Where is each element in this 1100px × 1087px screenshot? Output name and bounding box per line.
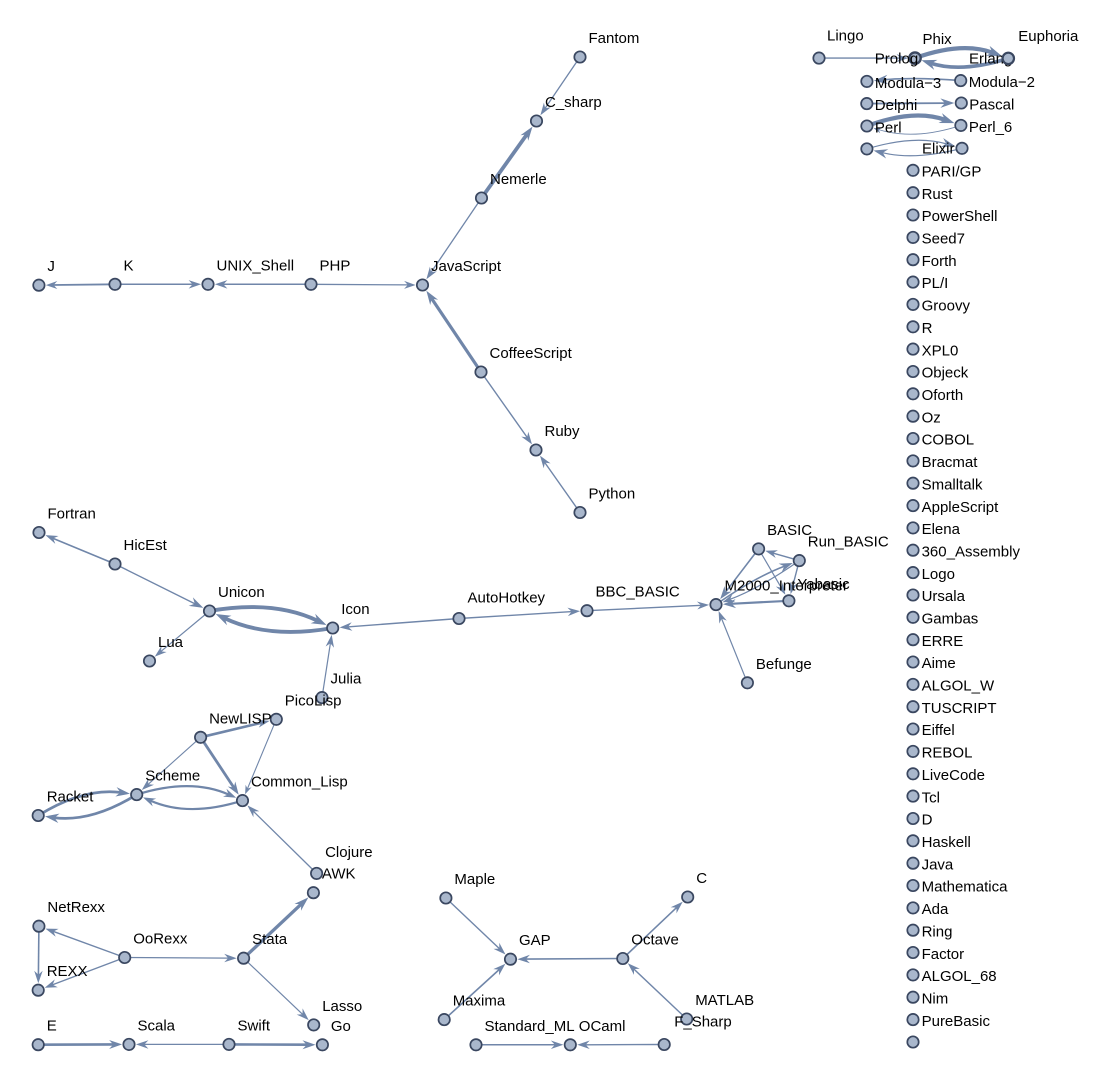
- svg-text:Gambas: Gambas: [922, 611, 979, 628]
- svg-text:ALGOL_68: ALGOL_68: [922, 968, 997, 985]
- svg-text:Logo: Logo: [922, 566, 955, 583]
- svg-text:PARI/GP: PARI/GP: [922, 164, 982, 181]
- svg-text:Go: Go: [331, 1018, 351, 1035]
- svg-text:Seed7: Seed7: [922, 231, 965, 248]
- svg-text:Pascal: Pascal: [969, 97, 1014, 114]
- svg-text:Modula−3: Modula−3: [875, 75, 941, 92]
- svg-text:Standard_ML: Standard_ML: [485, 1018, 575, 1035]
- svg-text:TUSCRIPT: TUSCRIPT: [922, 700, 997, 717]
- svg-text:Nemerle: Nemerle: [490, 171, 547, 188]
- svg-text:Lingo: Lingo: [827, 28, 864, 45]
- svg-text:Nim: Nim: [922, 991, 949, 1008]
- svg-text:BASIC: BASIC: [767, 522, 812, 539]
- svg-text:Maple: Maple: [454, 871, 495, 888]
- svg-text:C: C: [696, 870, 707, 887]
- svg-text:PicoLisp: PicoLisp: [285, 692, 342, 709]
- svg-text:Scala: Scala: [138, 1017, 176, 1034]
- svg-text:CoffeeScript: CoffeeScript: [490, 345, 573, 362]
- svg-text:Oforth: Oforth: [922, 387, 964, 404]
- svg-text:REBOL: REBOL: [922, 745, 973, 762]
- svg-text:Clojure: Clojure: [325, 844, 373, 861]
- svg-text:NewLISP: NewLISP: [209, 710, 272, 727]
- svg-text:AutoHotkey: AutoHotkey: [468, 590, 546, 607]
- svg-text:K: K: [124, 257, 134, 274]
- svg-text:OCaml: OCaml: [579, 1018, 626, 1035]
- svg-text:Unicon: Unicon: [218, 584, 265, 601]
- svg-text:MATLAB: MATLAB: [695, 992, 754, 1009]
- svg-text:AWK: AWK: [322, 866, 356, 883]
- svg-text:Ada: Ada: [922, 901, 949, 918]
- svg-text:LiveCode: LiveCode: [922, 767, 985, 784]
- svg-text:Java: Java: [922, 856, 954, 873]
- svg-text:Bracmat: Bracmat: [922, 454, 979, 471]
- svg-text:Oz: Oz: [922, 409, 941, 426]
- svg-text:360_Assembly: 360_Assembly: [922, 544, 1021, 561]
- svg-text:Factor: Factor: [922, 946, 965, 963]
- svg-text:Stata: Stata: [252, 931, 288, 948]
- svg-text:Modula−2: Modula−2: [969, 74, 1035, 91]
- svg-text:Perl: Perl: [875, 120, 902, 137]
- svg-text:Icon: Icon: [341, 601, 369, 618]
- svg-text:Phix: Phix: [923, 31, 953, 48]
- svg-text:GAP: GAP: [519, 932, 551, 949]
- svg-text:Groovy: Groovy: [922, 298, 971, 315]
- svg-text:R: R: [922, 320, 933, 337]
- svg-text:F_Sharp: F_Sharp: [674, 1014, 732, 1031]
- svg-text:Delphi: Delphi: [875, 97, 918, 114]
- svg-text:Common_Lisp: Common_Lisp: [251, 774, 348, 791]
- svg-text:Ruby: Ruby: [545, 423, 581, 440]
- svg-text:PureBasic: PureBasic: [922, 1013, 991, 1030]
- svg-text:Prolog: Prolog: [875, 50, 918, 67]
- svg-text:BBC_BASIC: BBC_BASIC: [596, 584, 680, 601]
- svg-text:Euphoria: Euphoria: [1018, 28, 1079, 45]
- svg-text:E: E: [47, 1018, 57, 1035]
- svg-text:Fortran: Fortran: [48, 506, 96, 523]
- svg-text:Lua: Lua: [158, 634, 184, 651]
- svg-text:PowerShell: PowerShell: [922, 208, 998, 225]
- svg-text:Lasso: Lasso: [322, 998, 362, 1015]
- svg-text:OoRexx: OoRexx: [133, 931, 188, 948]
- svg-text:Smalltalk: Smalltalk: [922, 476, 983, 493]
- svg-text:Mathematica: Mathematica: [922, 879, 1009, 896]
- svg-text:ERRE: ERRE: [922, 633, 964, 650]
- svg-text:Octave: Octave: [631, 932, 679, 949]
- svg-text:REXX: REXX: [47, 963, 88, 980]
- svg-text:J: J: [47, 258, 55, 275]
- svg-text:JavaScript: JavaScript: [431, 258, 502, 275]
- svg-text:PHP: PHP: [320, 257, 351, 274]
- svg-text:PL/I: PL/I: [922, 275, 949, 292]
- svg-text:Yabasic: Yabasic: [797, 576, 850, 593]
- svg-text:Julia: Julia: [331, 671, 363, 688]
- svg-text:Scheme: Scheme: [145, 768, 200, 785]
- svg-text:HicEst: HicEst: [124, 537, 168, 554]
- svg-text:AppleScript: AppleScript: [922, 499, 1000, 516]
- svg-text:Eiffel: Eiffel: [922, 722, 955, 739]
- svg-text:XPL0: XPL0: [922, 342, 959, 359]
- svg-text:D: D: [922, 812, 933, 829]
- svg-text:Run_BASIC: Run_BASIC: [808, 534, 889, 551]
- svg-text:Maxima: Maxima: [453, 993, 506, 1010]
- svg-text:Befunge: Befunge: [756, 656, 812, 673]
- svg-text:Tcl: Tcl: [922, 789, 940, 806]
- svg-text:Elena: Elena: [922, 521, 961, 538]
- svg-text:Rust: Rust: [922, 186, 954, 203]
- svg-text:UNIX_Shell: UNIX_Shell: [217, 257, 295, 274]
- svg-text:Objeck: Objeck: [922, 365, 969, 382]
- svg-text:Ursala: Ursala: [922, 588, 966, 605]
- svg-text:NetRexx: NetRexx: [47, 899, 105, 916]
- svg-text:Haskell: Haskell: [922, 834, 971, 851]
- svg-text:ALGOL_W: ALGOL_W: [922, 678, 995, 695]
- svg-text:Fantom: Fantom: [589, 30, 640, 47]
- svg-text:Elixir: Elixir: [922, 140, 955, 157]
- svg-text:Forth: Forth: [922, 253, 957, 270]
- svg-text:C_sharp: C_sharp: [545, 94, 602, 111]
- svg-text:Racket: Racket: [47, 789, 95, 806]
- svg-text:COBOL: COBOL: [922, 432, 975, 449]
- svg-text:Swift: Swift: [238, 1017, 271, 1034]
- svg-text:Aime: Aime: [922, 655, 956, 672]
- svg-text:Python: Python: [589, 486, 636, 503]
- svg-text:Perl_6: Perl_6: [969, 119, 1012, 136]
- svg-text:Ring: Ring: [922, 923, 953, 940]
